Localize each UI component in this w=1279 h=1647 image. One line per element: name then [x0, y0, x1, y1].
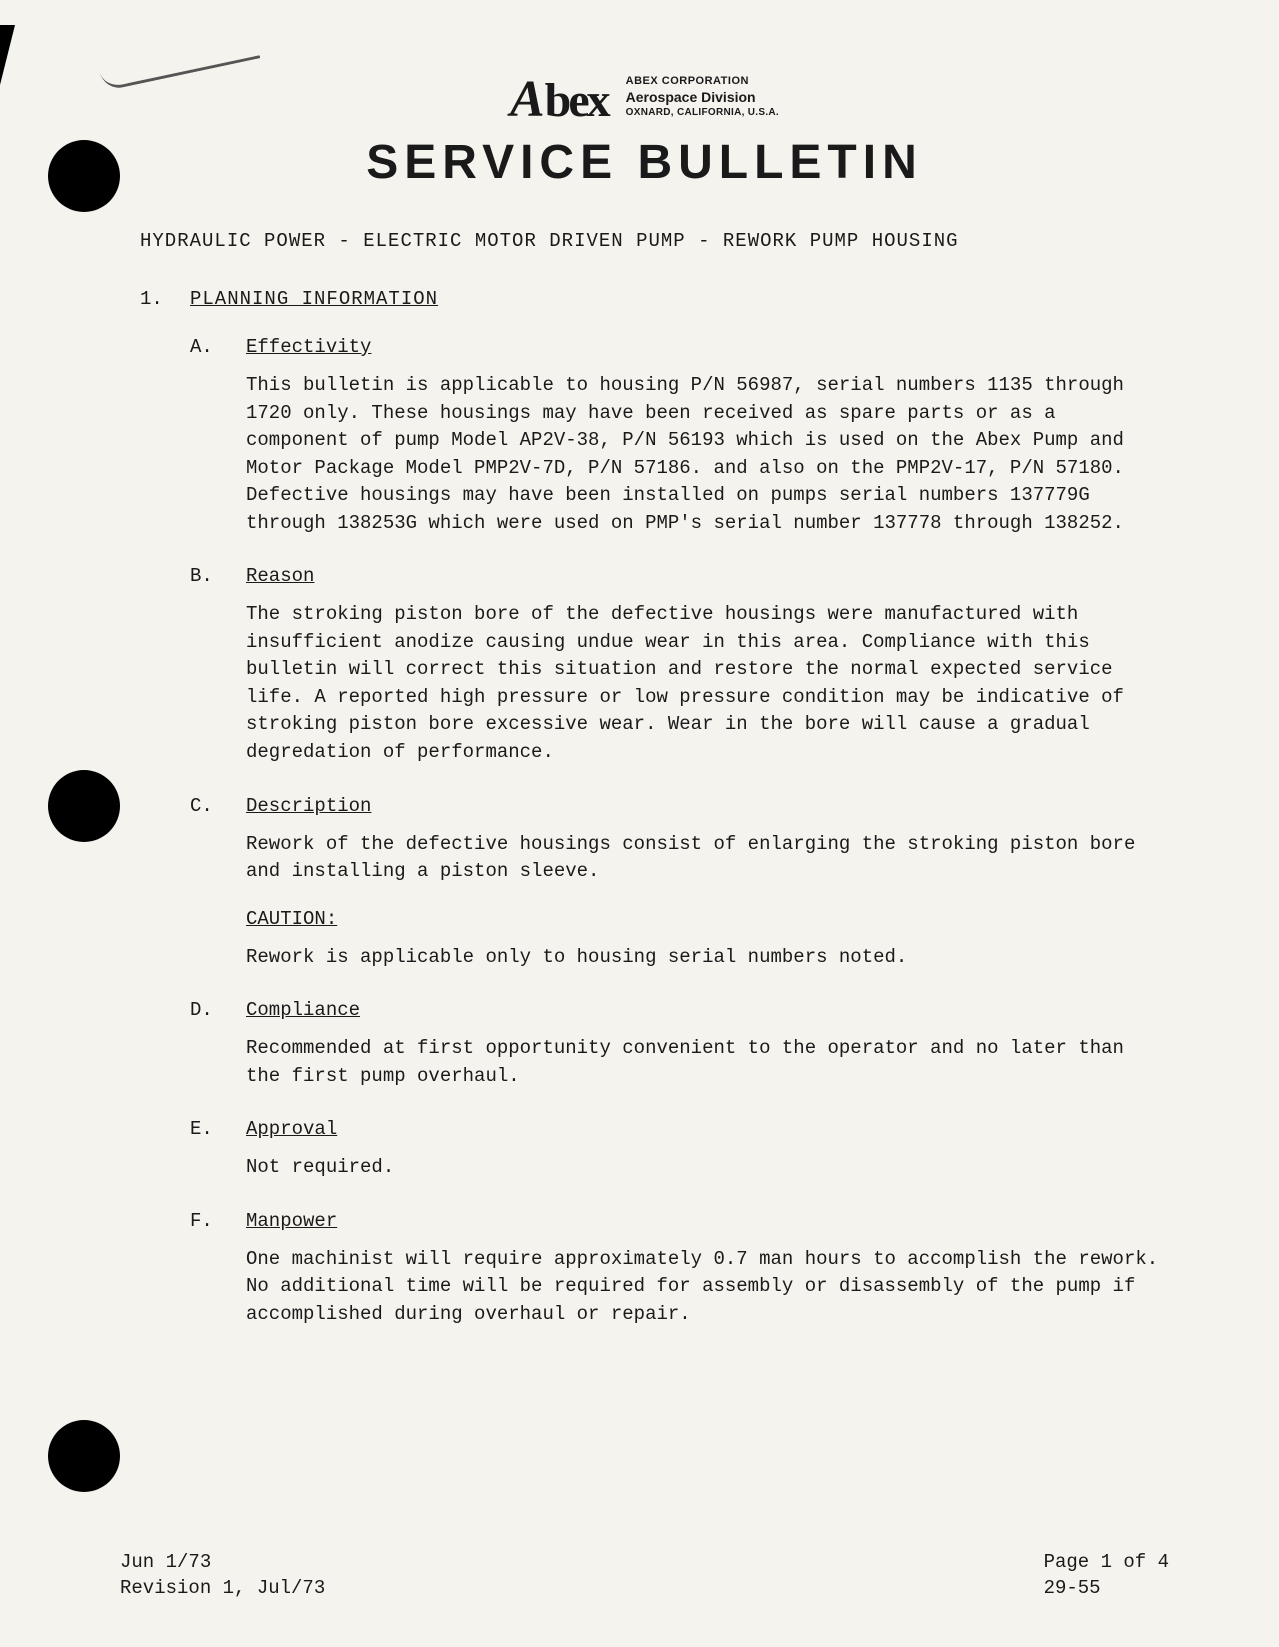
- corporation-name: ABEX CORPORATION: [626, 74, 779, 88]
- logo-letters-bex: bex: [545, 73, 608, 128]
- subsection-letter-c: C.: [190, 795, 246, 972]
- footer-page-number: Page 1 of 4: [1044, 1549, 1169, 1576]
- subsection-text-description: Rework of the defective housings consist…: [246, 831, 1159, 886]
- subsection-c: C. Description Rework of the defective h…: [190, 795, 1159, 972]
- subsection-body-a: Effectivity This bulletin is applicable …: [246, 336, 1159, 537]
- location-text: OXNARD, CALIFORNIA, U.S.A.: [626, 106, 779, 119]
- subsection-b: B. Reason The stroking piston bore of th…: [190, 565, 1159, 766]
- page-container: Abex ABEX CORPORATION Aerospace Division…: [0, 0, 1279, 1647]
- bulletin-title: SERVICE BULLETIN: [120, 135, 1169, 190]
- subsection-text-compliance: Recommended at first opportunity conveni…: [246, 1035, 1159, 1090]
- content-area: HYDRAULIC POWER - ELECTRIC MOTOR DRIVEN …: [120, 230, 1169, 1356]
- subsection-heading-effectivity: Effectivity: [246, 336, 1159, 358]
- footer-left: Jun 1/73 Revision 1, Jul/73: [120, 1549, 325, 1602]
- footer-revision: Revision 1, Jul/73: [120, 1575, 325, 1602]
- section-1: 1. PLANNING INFORMATION A. Effectivity T…: [140, 288, 1159, 1356]
- footer-doc-number: 29-55: [1044, 1575, 1169, 1602]
- subsection-heading-reason: Reason: [246, 565, 1159, 587]
- subsection-body-d: Compliance Recommended at first opportun…: [246, 999, 1159, 1090]
- caution-label: CAUTION:: [246, 908, 1159, 930]
- document-header: Abex ABEX CORPORATION Aerospace Division…: [120, 70, 1169, 190]
- subsection-text-effectivity: This bulletin is applicable to housing P…: [246, 372, 1159, 537]
- subsection-d: D. Compliance Recommended at first oppor…: [190, 999, 1159, 1090]
- subsection-text-reason: The stroking piston bore of the defectiv…: [246, 601, 1159, 766]
- subsection-text-manpower: One machinist will require approximately…: [246, 1246, 1159, 1329]
- division-name: Aerospace Division: [626, 88, 779, 106]
- subsection-heading-compliance: Compliance: [246, 999, 1159, 1021]
- section-body: PLANNING INFORMATION A. Effectivity This…: [190, 288, 1159, 1356]
- logo-letter-a: A: [510, 70, 545, 129]
- subsection-heading-approval: Approval: [246, 1118, 1159, 1140]
- subsection-body-e: Approval Not required.: [246, 1118, 1159, 1182]
- subsection-body-b: Reason The stroking piston bore of the d…: [246, 565, 1159, 766]
- footer-right: Page 1 of 4 29-55: [1044, 1549, 1169, 1602]
- abex-logo: Abex: [510, 70, 608, 129]
- subsection-heading-description: Description: [246, 795, 1159, 817]
- subsection-letter-d: D.: [190, 999, 246, 1090]
- header-top-row: Abex ABEX CORPORATION Aerospace Division…: [120, 70, 1169, 129]
- subsection-e: E. Approval Not required.: [190, 1118, 1159, 1182]
- subsection-a: A. Effectivity This bulletin is applicab…: [190, 336, 1159, 537]
- subsection-heading-manpower: Manpower: [246, 1210, 1159, 1232]
- subsection-letter-e: E.: [190, 1118, 246, 1182]
- caution-text: Rework is applicable only to housing ser…: [246, 944, 1159, 972]
- company-info-block: ABEX CORPORATION Aerospace Division OXNA…: [626, 70, 779, 119]
- subsection-letter-a: A.: [190, 336, 246, 537]
- subsection-f: F. Manpower One machinist will require a…: [190, 1210, 1159, 1329]
- document-subject-title: HYDRAULIC POWER - ELECTRIC MOTOR DRIVEN …: [140, 230, 1159, 252]
- section-heading: PLANNING INFORMATION: [190, 288, 1159, 310]
- subsection-body-c: Description Rework of the defective hous…: [246, 795, 1159, 972]
- subsection-letter-f: F.: [190, 1210, 246, 1329]
- section-number: 1.: [140, 288, 190, 1356]
- page-footer: Jun 1/73 Revision 1, Jul/73 Page 1 of 4 …: [120, 1549, 1169, 1602]
- subsection-body-f: Manpower One machinist will require appr…: [246, 1210, 1159, 1329]
- footer-date: Jun 1/73: [120, 1549, 325, 1576]
- subsection-text-approval: Not required.: [246, 1154, 1159, 1182]
- subsection-letter-b: B.: [190, 565, 246, 766]
